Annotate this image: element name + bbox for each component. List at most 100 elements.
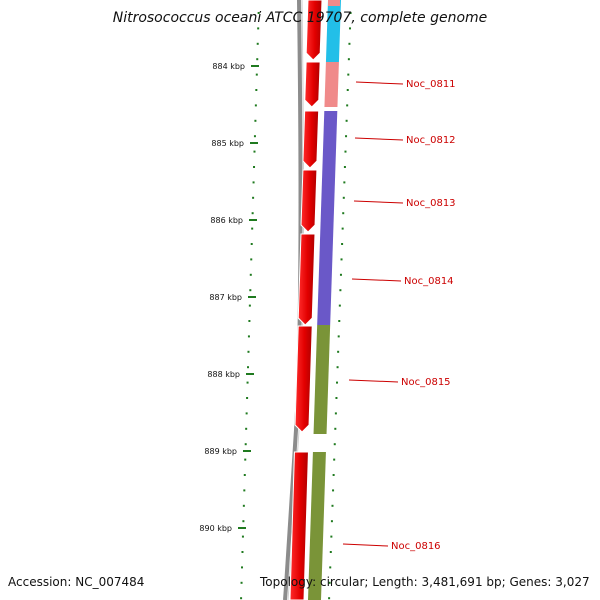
ruler-minor-tick-right [346, 89, 349, 91]
ruler-minor-tick-right [333, 443, 336, 446]
ruler-minor-tick [255, 73, 258, 76]
ruler-minor-tick [245, 412, 248, 415]
ruler-minor-tick-right [345, 135, 348, 138]
cds-arrow-6 [294, 325, 313, 433]
ruler-minor-tick [248, 304, 251, 307]
ruler-minor-tick [242, 520, 245, 523]
ruler-minor-tick [241, 551, 244, 553]
gene-segment-noc-0811 [324, 62, 339, 107]
ruler-minor-tick [248, 320, 251, 322]
ruler-label: 884 kbp [212, 62, 245, 71]
ruler-minor-tick [254, 104, 257, 107]
ruler-label: 885 kbp [211, 139, 244, 148]
cds-arrow-3 [302, 110, 320, 169]
gene-color-track [308, 0, 341, 600]
gene-segment-noc-0812-0814 [317, 111, 338, 325]
accession-text: Accession: NC_007484 [8, 575, 145, 589]
ruler-minor-tick-right [338, 304, 341, 307]
ruler-minor-tick [253, 150, 256, 153]
ruler-minor-tick [252, 181, 255, 184]
cds-track [289, 0, 323, 600]
ruler-label: 888 kbp [207, 370, 240, 379]
ruler-minor-tick [249, 273, 252, 276]
ruler-minor-tick-right [330, 520, 333, 523]
ruler-minor-tick-right [345, 119, 348, 122]
ruler-label: 886 kbp [210, 216, 243, 225]
ruler-minor-tick [251, 212, 254, 215]
ruler: 884 kbp 885 kbp 886 kbp 887 kbp 888 kbp 889 k… [199, 12, 352, 600]
ruler-minor-tick-right [343, 181, 346, 184]
ruler-minor-tick [240, 597, 243, 600]
ruler-minor-tick-right [341, 243, 344, 245]
gene-label: Noc_0812 [406, 135, 456, 146]
ruler-minor-tick [243, 489, 246, 492]
ruler-minor-tick [246, 397, 249, 399]
ruler-label: 890 kbp [199, 524, 232, 533]
genome-title: Nitrosococcus oceani ATCC 19707, complet… [112, 10, 488, 26]
ruler-minor-tick-right [332, 489, 335, 492]
ruler-minor-tick [253, 166, 256, 168]
ruler-minor-tick [253, 135, 256, 138]
ruler-minor-tick-right [347, 73, 350, 76]
ruler-minor-tick-right [328, 581, 331, 584]
gene-leader-line [348, 379, 399, 383]
ruler-minor-tick [254, 119, 257, 122]
gene-leader-line [353, 200, 404, 204]
ruler-minor-tick-right [336, 381, 339, 384]
ruler-minor-tick-right [337, 350, 340, 353]
ruler-minor-tick [247, 335, 250, 338]
cds-arrow-5 [297, 233, 316, 326]
ruler-minor-tick-right [342, 212, 345, 215]
ruler-minor-tick-right [339, 273, 342, 276]
gene-segment-noc-0815 [313, 325, 331, 434]
ruler-minor-tick [247, 350, 250, 353]
ruler-minor-tick [256, 58, 259, 61]
ruler-minor-tick-right [349, 12, 352, 14]
ruler-minor-tick-right [331, 504, 334, 507]
ruler-minor-tick-right [348, 27, 351, 30]
gene-labels: Noc_0811 Noc_0812 Noc_0813 Noc_0814 Noc_0815… [342, 79, 456, 552]
gene-segment-top [325, 0, 341, 62]
ruler-minor-tick [249, 289, 252, 292]
ruler-minor-tick-right [334, 412, 337, 415]
ruler-minor-tick [257, 12, 260, 14]
ruler-minor-tick-right [329, 551, 332, 553]
ruler-minor-tick [252, 196, 255, 199]
cds-arrow-2 [304, 61, 321, 108]
gene-leader-line [354, 137, 404, 141]
ruler-minor-tick-right [347, 58, 350, 61]
ruler-minor-tick-right [330, 535, 333, 538]
ruler-minor-tick-right [342, 196, 345, 199]
cds-arrow-1 [305, 0, 323, 61]
ruler-minor-tick-right [333, 458, 336, 461]
gene-segment-top-pink [328, 0, 340, 6]
gene-label: Noc_0814 [404, 276, 454, 287]
ruler-minor-tick-right [343, 166, 346, 168]
ruler-minor-tick-right [344, 150, 347, 153]
gene-segment-noc-0816 [308, 452, 326, 600]
ruler-minor-tick [257, 27, 260, 30]
ruler-minor-tick-right [338, 320, 341, 322]
ruler-minor-tick [256, 42, 259, 45]
ruler-minor-tick-right [332, 474, 335, 476]
ruler-minor-tick [251, 227, 254, 230]
ruler-minor-tick [244, 443, 247, 446]
gene-leader-line [342, 543, 389, 547]
ruler-minor-tick [250, 243, 253, 245]
ruler-minor-tick [246, 381, 249, 384]
gene-label: Noc_0813 [406, 198, 456, 209]
ruler-minor-tick [247, 366, 250, 369]
ruler-minor-tick-right [329, 566, 332, 569]
ruler-label: 889 kbp [204, 447, 237, 456]
ruler-minor-tick-right [340, 258, 343, 261]
ruler-minor-tick-right [336, 366, 339, 369]
ruler-minor-tick-right [337, 335, 340, 338]
gene-leader-line [351, 278, 402, 282]
ruler-minor-tick [241, 566, 244, 569]
cds-block-7 [289, 451, 309, 600]
gene-leader-line [355, 81, 404, 85]
ruler-minor-tick [255, 89, 258, 91]
cds-arrow-4 [300, 169, 318, 233]
ruler-minor-tick-right [339, 289, 342, 292]
